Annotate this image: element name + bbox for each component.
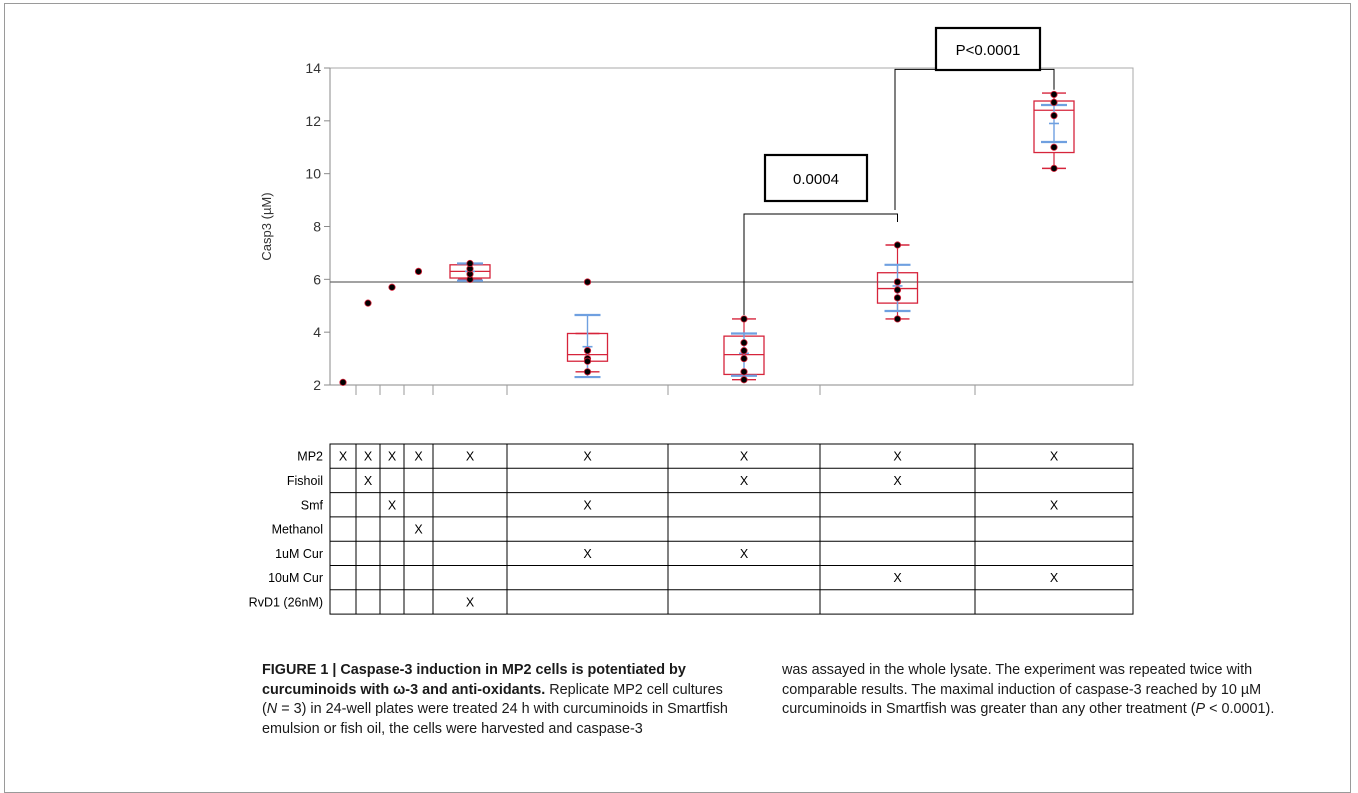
table-cell-mark: X <box>364 450 373 464</box>
data-point <box>466 259 474 268</box>
data-point <box>740 347 748 355</box>
table-cell-mark: X <box>893 450 902 464</box>
table-cell-mark: X <box>466 595 475 609</box>
data-point <box>1050 98 1058 106</box>
comparison-label: 0.0004 <box>793 171 839 188</box>
caption-right-column: was assayed in the whole lysate. The exp… <box>782 661 1328 720</box>
table-cell-mark: X <box>466 450 475 464</box>
y-axis-label: Casp3 (µM) <box>259 192 274 260</box>
data-point <box>893 278 902 286</box>
y-tick-label: 2 <box>313 377 321 393</box>
y-tick-label: 14 <box>305 60 321 76</box>
data-point <box>1050 143 1058 151</box>
plot-frame <box>329 67 1134 386</box>
table-row-label: Fishoil <box>287 474 323 488</box>
data-point <box>740 368 748 376</box>
data-point <box>893 315 902 323</box>
data-point <box>583 357 592 365</box>
caption-p: P <box>1195 701 1206 718</box>
data-point <box>893 241 902 249</box>
table-cell-mark: X <box>1050 571 1059 585</box>
y-tick-label: 10 <box>305 166 321 182</box>
data-point <box>893 286 902 294</box>
data-point <box>583 347 592 355</box>
table-cell-mark: X <box>388 498 397 512</box>
caption-text: = 3) in 24-well plates were treated 24 h… <box>262 701 728 737</box>
table-cell-mark: X <box>583 547 592 561</box>
data-point <box>364 299 372 307</box>
data-point <box>893 294 902 302</box>
data-point <box>1050 164 1058 172</box>
data-point <box>740 315 748 323</box>
y-tick-label: 4 <box>313 324 321 340</box>
table-cell-mark: X <box>339 450 348 464</box>
comparison-bracket <box>743 213 898 315</box>
caption-n: N <box>266 701 278 718</box>
comparison-label-box <box>934 26 1042 72</box>
table-row-label: Smf <box>301 498 324 512</box>
data-point <box>583 278 592 286</box>
table-cell-mark: X <box>364 474 373 488</box>
table-row-label: MP2 <box>297 450 323 464</box>
data-point <box>583 368 592 376</box>
data-point <box>740 354 748 363</box>
data-point <box>339 378 347 386</box>
data-point <box>1050 111 1058 120</box>
caption-text: was assayed in the whole lysate. The exp… <box>782 662 1262 718</box>
caption-text: Replicate MP2 cell cultures ( <box>262 681 723 718</box>
caption-text: < 0.0001). <box>1205 701 1275 718</box>
table-cell-mark: X <box>1050 450 1059 464</box>
comparison-label-box <box>763 153 869 203</box>
table-border <box>329 443 1134 615</box>
data-point <box>740 376 748 384</box>
data-point <box>414 267 423 276</box>
caption-left-column: FIGURE 1 | Caspase-3 induction in MP2 ce… <box>262 661 734 739</box>
y-tick-label: 8 <box>313 219 321 235</box>
y-tick-label: 12 <box>305 113 321 129</box>
table-cell-mark: X <box>414 450 423 464</box>
table-cell-mark: X <box>740 547 749 561</box>
table-row-label: 1uM Cur <box>275 547 323 561</box>
data-point <box>740 339 748 347</box>
comparison-label: P<0.0001 <box>956 42 1021 59</box>
table-cell-mark: X <box>893 571 902 585</box>
table-cell-mark: X <box>388 450 397 464</box>
table-cell-mark: X <box>1050 498 1059 512</box>
table-row-label: Methanol <box>272 523 323 537</box>
y-tick-label: 6 <box>313 271 321 287</box>
table-row-label: 10uM Cur <box>268 571 323 585</box>
figure-label: FIGURE 1 | Caspase-3 induction in MP2 ce… <box>262 662 686 698</box>
data-point <box>388 283 396 291</box>
table-cell-mark: X <box>583 498 592 512</box>
comparison-bracket <box>894 68 1055 210</box>
table-cell-mark: X <box>740 450 749 464</box>
table-row-label: RvD1 (26nM) <box>249 595 323 609</box>
table-cell-mark: X <box>740 474 749 488</box>
table-cell-mark: X <box>893 474 902 488</box>
plot-area: 2 4 6 8 10 12 14 Casp3 (µM) 0.0004 P<0.0001 <box>259 26 1134 395</box>
table-cell-mark: X <box>414 523 423 537</box>
data-point <box>1050 90 1058 99</box>
table-cell-mark: X <box>583 450 592 464</box>
